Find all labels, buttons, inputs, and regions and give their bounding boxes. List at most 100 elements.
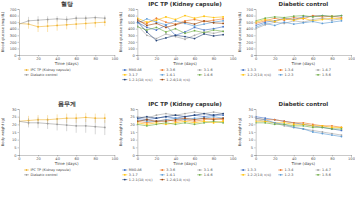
tick: 15 — [249, 131, 256, 135]
tick-label: 600 — [246, 14, 254, 18]
legend-swatch — [24, 174, 29, 175]
marker — [137, 23, 138, 25]
legend-swatch — [197, 174, 202, 175]
marker — [175, 20, 177, 22]
marker — [222, 23, 224, 25]
tick-label: 10 — [12, 138, 17, 142]
tick-mark — [136, 124, 138, 125]
tick-mark — [18, 55, 20, 56]
marker — [222, 26, 224, 28]
legend-marker — [26, 69, 28, 71]
marker — [165, 122, 167, 124]
marker — [75, 125, 77, 127]
x-axis-label: Time (days) — [291, 61, 316, 66]
legend-marker — [161, 174, 163, 176]
marker — [256, 117, 257, 119]
marker — [293, 19, 295, 21]
marker — [37, 19, 39, 21]
marker — [184, 122, 186, 124]
tick-label: 0 — [133, 154, 136, 158]
tick-label: 30 — [249, 108, 254, 112]
error-bar — [66, 16, 67, 23]
marker — [175, 117, 177, 119]
legend-label: 1-4-7 — [322, 68, 331, 72]
legend-label: 3-1-6 — [204, 68, 213, 72]
error-bar — [19, 20, 20, 28]
legend-swatch — [316, 170, 321, 171]
marker — [165, 31, 167, 33]
legend-marker — [242, 74, 244, 76]
marker — [184, 36, 186, 38]
marker — [146, 125, 148, 127]
tick-label: 0 — [137, 157, 140, 161]
tick-label: 10 — [130, 138, 135, 142]
marker — [302, 18, 304, 20]
legend-item: 1-2-3 — [278, 173, 293, 177]
legend-item: 1-3-4 — [278, 68, 293, 72]
series-line — [19, 18, 105, 25]
marker — [283, 120, 285, 122]
error-bar — [76, 119, 77, 133]
legend-swatch — [122, 74, 127, 75]
legend-marker — [280, 174, 282, 176]
tick-mark — [18, 132, 20, 133]
marker — [146, 27, 148, 29]
tick: 25 — [12, 115, 19, 119]
legend-label: 3-1-6 — [204, 168, 213, 172]
marker — [213, 120, 215, 122]
tick-label: 80 — [212, 57, 217, 61]
error-bar — [19, 117, 20, 126]
marker — [175, 34, 177, 36]
tick: 300 — [246, 34, 255, 38]
legend-label: 1-2-2(1차 이식) — [247, 173, 271, 177]
tick-label: 100 — [111, 57, 119, 61]
tick-mark — [18, 42, 20, 43]
legend-swatch — [278, 170, 283, 171]
marker — [331, 128, 333, 130]
plot-area — [256, 15, 343, 30]
marker — [302, 125, 304, 127]
marker — [146, 122, 148, 124]
marker — [274, 122, 276, 124]
tick-mark — [136, 132, 138, 133]
marker — [175, 120, 177, 122]
marker — [283, 120, 285, 122]
tick-label: 5 — [133, 146, 135, 150]
series-line — [256, 123, 342, 129]
marker — [293, 15, 295, 17]
marker — [66, 124, 68, 126]
tick-label: 700 — [10, 8, 18, 12]
marker — [165, 33, 167, 35]
series-line — [256, 118, 342, 136]
y-axis: 051015202530 — [249, 108, 257, 158]
tick: 100 — [230, 155, 238, 161]
tick-mark — [136, 42, 138, 43]
tick: 0 — [133, 154, 138, 158]
marker — [331, 15, 333, 17]
tick-mark — [254, 9, 256, 10]
marker — [293, 122, 295, 124]
marker — [146, 119, 148, 121]
marker — [222, 30, 224, 32]
marker — [137, 122, 138, 124]
marker — [213, 29, 215, 31]
legend-item: 1-5-6 — [316, 173, 331, 177]
legend-label: 1-2-3 — [285, 173, 294, 177]
tick: 20 — [155, 155, 160, 161]
marker — [194, 23, 196, 25]
marker — [146, 119, 148, 121]
marker — [331, 17, 333, 19]
marker — [331, 19, 333, 21]
tick-label: 0 — [255, 157, 258, 161]
tick: 30 — [12, 108, 19, 112]
tick: 80 — [330, 155, 335, 161]
marker — [137, 117, 138, 119]
legend-swatch — [122, 179, 127, 180]
marker — [341, 134, 343, 136]
series-line — [19, 22, 105, 27]
tick: 25 — [249, 115, 256, 119]
marker — [203, 15, 205, 17]
marker — [137, 120, 138, 122]
marker — [56, 18, 58, 20]
marker — [94, 117, 96, 119]
